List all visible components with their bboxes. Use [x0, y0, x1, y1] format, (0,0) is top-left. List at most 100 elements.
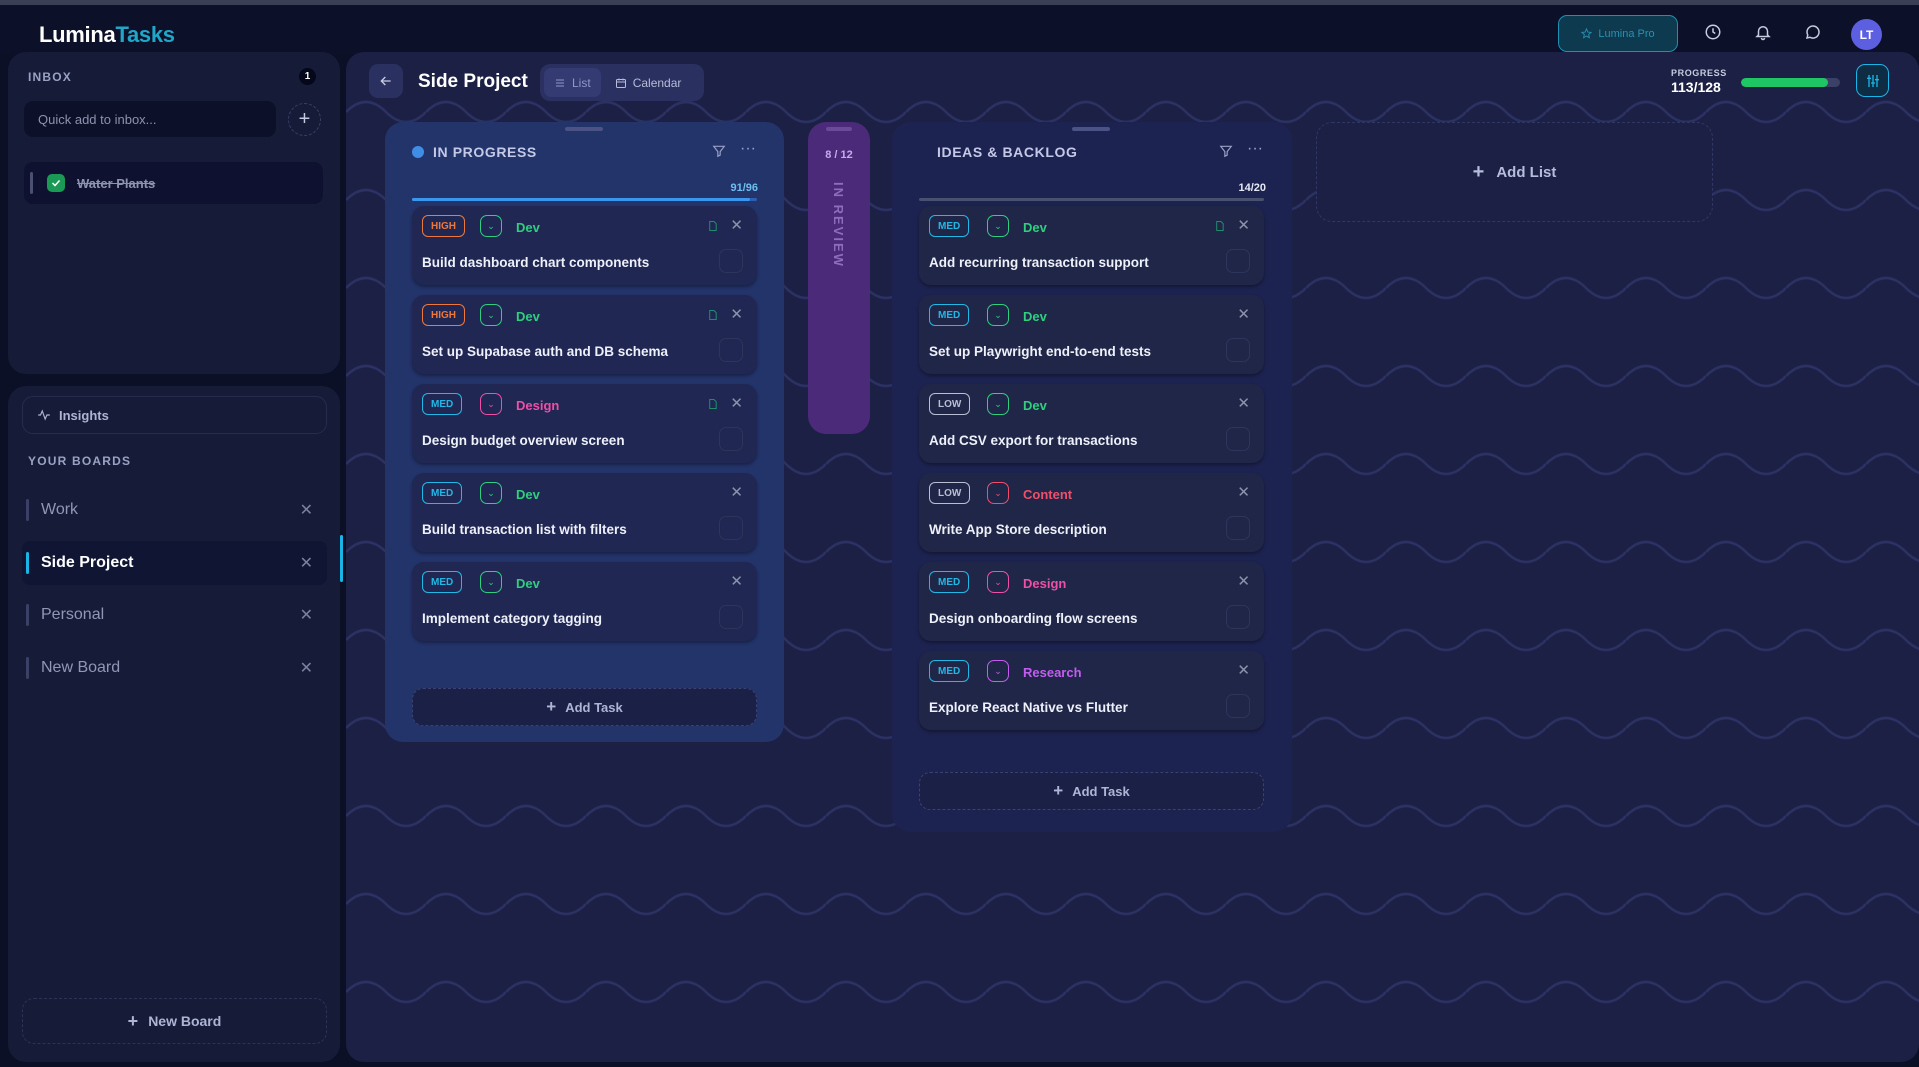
task-card[interactable]: MED ⌄ Design ✕ Design budget overview screen: [412, 384, 757, 463]
task-card[interactable]: MED ⌄ Dev ✕ Build transaction list with filt…: [412, 473, 757, 552]
close-icon[interactable]: ✕: [730, 573, 743, 590]
task-title[interactable]: Implement category tagging: [422, 611, 603, 626]
category-tag[interactable]: Dev: [1023, 309, 1047, 324]
task-checkbox[interactable]: [719, 249, 743, 273]
task-checkbox[interactable]: [1226, 427, 1250, 451]
category-tag[interactable]: Dev: [1023, 398, 1047, 413]
drag-handle[interactable]: [30, 172, 33, 194]
task-title[interactable]: Design budget overview screen: [422, 433, 625, 448]
new-board-button[interactable]: + New Board: [22, 998, 327, 1044]
priority-badge[interactable]: LOW: [929, 393, 971, 415]
chevron-down-icon[interactable]: ⌄: [987, 660, 1009, 682]
chevron-down-icon[interactable]: ⌄: [480, 571, 502, 593]
more-icon[interactable]: ···: [1247, 140, 1263, 157]
task-checkbox[interactable]: [1226, 516, 1250, 540]
task-checkbox[interactable]: [719, 605, 743, 629]
more-icon[interactable]: ···: [740, 140, 756, 157]
task-title[interactable]: Add recurring transaction support: [929, 255, 1149, 270]
chevron-down-icon[interactable]: ⌄: [987, 215, 1009, 237]
close-icon[interactable]: ✕: [730, 217, 743, 234]
task-title[interactable]: Set up Supabase auth and DB schema: [422, 344, 669, 359]
chevron-down-icon[interactable]: ⌄: [987, 393, 1009, 415]
board-item-work[interactable]: Work ✕: [22, 488, 327, 532]
task-card[interactable]: LOW ⌄ Content ✕ Write App Store description: [919, 473, 1264, 552]
board-item-personal[interactable]: Personal ✕: [22, 593, 327, 637]
task-title[interactable]: Design onboarding flow screens: [929, 611, 1138, 626]
task-checkbox[interactable]: [1226, 249, 1250, 273]
task-checkbox[interactable]: [719, 427, 743, 451]
task-title[interactable]: Explore React Native vs Flutter: [929, 700, 1128, 715]
task-card[interactable]: MED ⌄ Dev ✕ Set up Playwright end-to-end tes…: [919, 295, 1264, 374]
close-icon[interactable]: ✕: [1237, 484, 1250, 501]
task-title[interactable]: Write App Store description: [929, 522, 1107, 537]
priority-badge[interactable]: HIGH: [422, 215, 465, 237]
task-card[interactable]: MED ⌄ Dev ✕ Add recurring transaction suppor…: [919, 206, 1264, 285]
chevron-down-icon[interactable]: ⌄: [480, 393, 502, 415]
filter-icon[interactable]: [712, 144, 726, 158]
column-in-review-collapsed[interactable]: 8 / 12 IN REVIEW: [808, 122, 870, 434]
close-icon[interactable]: ✕: [1237, 662, 1250, 679]
task-title[interactable]: Add CSV export for transactions: [929, 433, 1138, 448]
add-task-button[interactable]: + Add Task: [412, 688, 757, 726]
add-list-button[interactable]: + Add List: [1316, 122, 1713, 222]
back-button[interactable]: [369, 64, 403, 98]
app-logo[interactable]: LuminaTasks: [39, 22, 175, 47]
close-icon[interactable]: ✕: [1237, 573, 1250, 590]
task-title[interactable]: Build dashboard chart components: [422, 255, 650, 270]
filter-icon[interactable]: [1219, 144, 1233, 158]
chevron-down-icon[interactable]: ⌄: [987, 571, 1009, 593]
chevron-down-icon[interactable]: ⌄: [480, 215, 502, 237]
clock-icon[interactable]: [1700, 19, 1726, 45]
task-checkbox[interactable]: [1226, 605, 1250, 629]
chevron-down-icon[interactable]: ⌄: [480, 482, 502, 504]
category-tag[interactable]: Design: [1023, 576, 1067, 591]
quick-add-button[interactable]: +: [288, 103, 321, 136]
category-tag[interactable]: Design: [516, 398, 560, 413]
task-checkbox[interactable]: [719, 516, 743, 540]
add-task-button[interactable]: + Add Task: [919, 772, 1264, 810]
priority-badge[interactable]: MED: [422, 393, 463, 415]
task-title[interactable]: Build transaction list with filters: [422, 522, 627, 537]
column-drag-handle[interactable]: [1072, 127, 1110, 131]
priority-badge[interactable]: MED: [929, 571, 970, 593]
priority-badge[interactable]: HIGH: [422, 304, 465, 326]
close-icon[interactable]: ✕: [299, 502, 313, 519]
close-icon[interactable]: ✕: [1237, 217, 1250, 234]
task-card[interactable]: LOW ⌄ Dev ✕ Add CSV export for transactions: [919, 384, 1264, 463]
task-checkbox[interactable]: [1226, 694, 1250, 718]
upgrade-pro-button[interactable]: Lumina Pro: [1558, 15, 1678, 52]
insights-button[interactable]: Insights: [22, 396, 327, 434]
checkbox-checked[interactable]: [47, 174, 65, 192]
close-icon[interactable]: ✕: [299, 607, 313, 624]
task-card[interactable]: MED ⌄ Design ✕ Design onboarding flow screen…: [919, 562, 1264, 641]
column-drag-handle[interactable]: [826, 127, 852, 131]
user-avatar[interactable]: LT: [1851, 19, 1882, 50]
category-tag[interactable]: Dev: [1023, 220, 1047, 235]
close-icon[interactable]: ✕: [1237, 306, 1250, 323]
close-icon[interactable]: ✕: [730, 484, 743, 501]
close-icon[interactable]: ✕: [730, 306, 743, 323]
task-card[interactable]: MED ⌄ Dev ✕ Implement category tagging: [412, 562, 757, 641]
task-card[interactable]: HIGH ⌄ Dev ✕ Set up Supabase auth and DB sch…: [412, 295, 757, 374]
inbox-item[interactable]: Water Plants: [24, 162, 323, 204]
close-icon[interactable]: ✕: [299, 660, 313, 677]
category-tag[interactable]: Dev: [516, 576, 540, 591]
category-tag[interactable]: Research: [1023, 665, 1082, 680]
category-tag[interactable]: Dev: [516, 309, 540, 324]
category-tag[interactable]: Content: [1023, 487, 1073, 502]
bell-icon[interactable]: [1750, 19, 1776, 45]
board-settings-button[interactable]: [1856, 64, 1889, 97]
task-checkbox[interactable]: [719, 338, 743, 362]
task-card[interactable]: HIGH ⌄ Dev ✕ Build dashboard chart component…: [412, 206, 757, 285]
category-tag[interactable]: Dev: [516, 220, 540, 235]
task-checkbox[interactable]: [1226, 338, 1250, 362]
chat-icon[interactable]: [1800, 19, 1826, 45]
category-tag[interactable]: Dev: [516, 487, 540, 502]
chevron-down-icon[interactable]: ⌄: [480, 304, 502, 326]
priority-badge[interactable]: MED: [422, 482, 463, 504]
close-icon[interactable]: ✕: [730, 395, 743, 412]
task-card[interactable]: MED ⌄ Research ✕ Explore React Native vs Flu…: [919, 651, 1264, 730]
board-item-new-board[interactable]: New Board ✕: [22, 646, 327, 690]
close-icon[interactable]: ✕: [1237, 395, 1250, 412]
priority-badge[interactable]: MED: [422, 571, 463, 593]
